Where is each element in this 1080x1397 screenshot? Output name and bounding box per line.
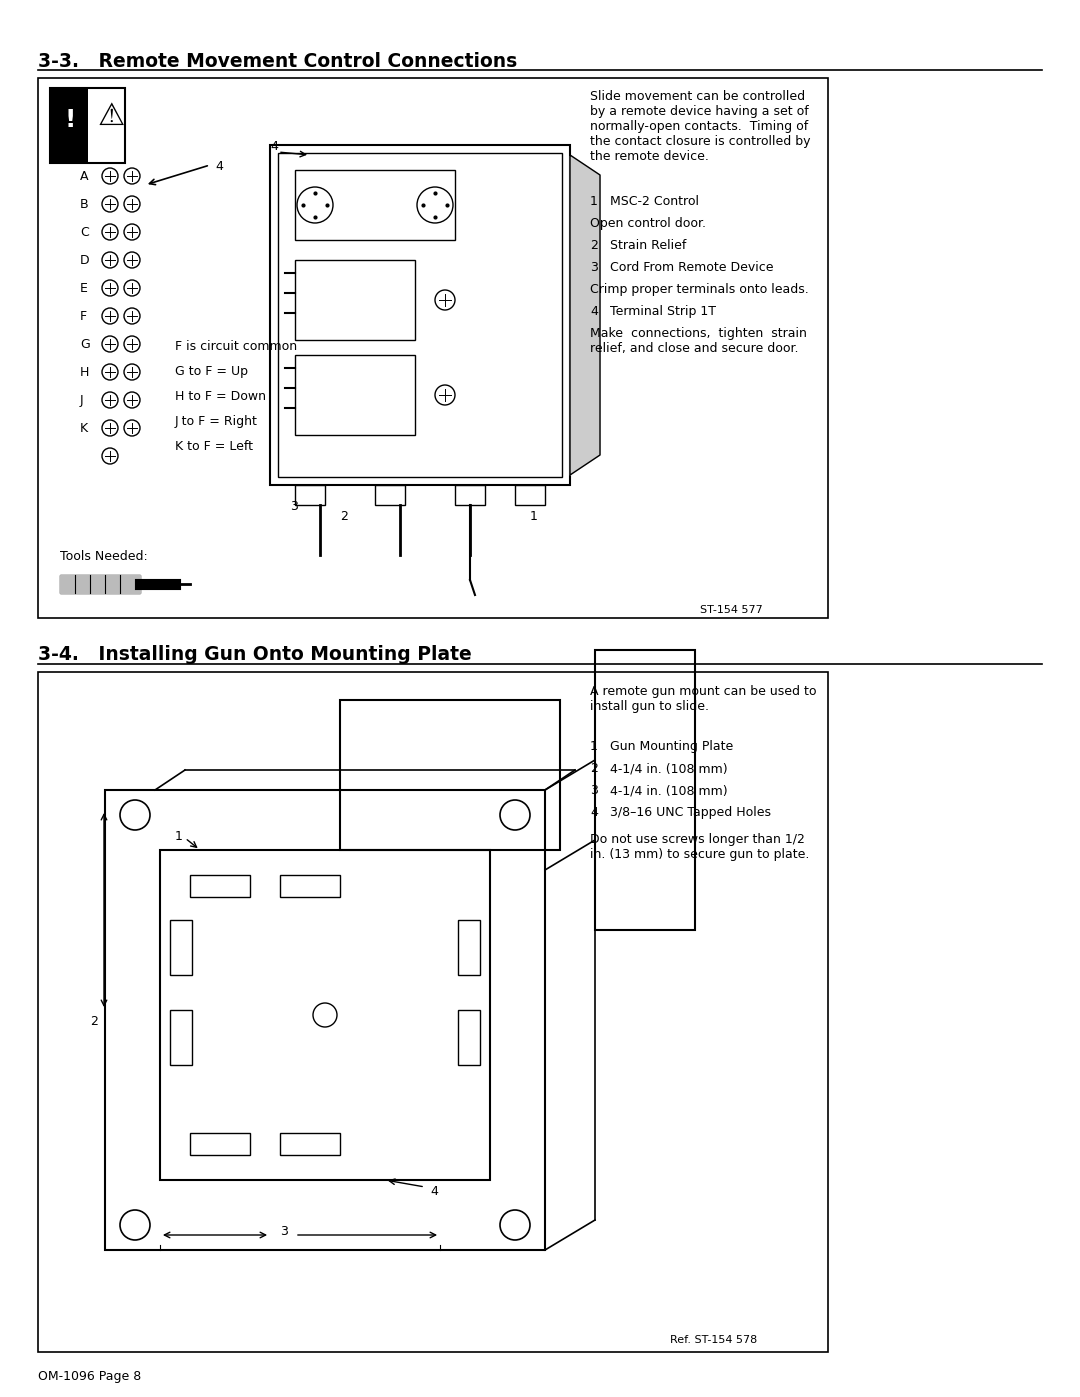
Text: 4: 4	[215, 161, 222, 173]
Bar	[280, 875, 340, 897]
Text: 3-4.   Installing Gun Onto Mounting Plate: 3-4. Installing Gun Onto Mounting Plate	[38, 645, 472, 664]
Text: K to F = Left: K to F = Left	[175, 440, 253, 453]
Text: Do not use screws longer than 1/2
in. (13 mm) to secure gun to plate.: Do not use screws longer than 1/2 in. (1…	[590, 833, 809, 861]
Bar	[60, 576, 140, 592]
Bar	[38, 78, 828, 617]
Text: 1: 1	[530, 510, 538, 522]
Text: 2: 2	[340, 510, 348, 522]
Text: B: B	[80, 198, 89, 211]
Text: C: C	[80, 226, 89, 239]
Bar	[458, 921, 480, 975]
Text: Slide movement can be controlled
by a remote device having a set of
normally-ope: Slide movement can be controlled by a re…	[590, 89, 810, 163]
Bar	[458, 1010, 480, 1065]
Text: 4: 4	[270, 140, 278, 154]
Text: D: D	[80, 254, 90, 267]
Text: Terminal Strip 1T: Terminal Strip 1T	[610, 305, 716, 319]
Text: Gun Mounting Plate: Gun Mounting Plate	[610, 740, 733, 753]
Text: 4-1/4 in. (108 mm): 4-1/4 in. (108 mm)	[610, 761, 728, 775]
Text: 3: 3	[280, 1225, 288, 1238]
Bar	[375, 485, 405, 504]
Text: G to F = Up: G to F = Up	[175, 365, 248, 379]
Bar	[295, 485, 325, 504]
Bar	[295, 170, 455, 240]
Text: 1: 1	[175, 830, 183, 842]
Text: K: K	[80, 422, 89, 434]
Bar	[170, 1010, 192, 1065]
Text: Strain Relief: Strain Relief	[610, 239, 687, 251]
Text: H to F = Down: H to F = Down	[175, 390, 266, 402]
Bar	[280, 1133, 340, 1155]
Bar	[50, 88, 125, 163]
Text: 1: 1	[590, 740, 598, 753]
Bar	[50, 88, 87, 163]
Text: ST-154 577: ST-154 577	[700, 605, 762, 615]
Bar	[455, 485, 485, 504]
Polygon shape	[60, 576, 140, 592]
Bar	[38, 672, 828, 1352]
Bar	[515, 485, 545, 504]
Bar	[190, 875, 249, 897]
Text: 2: 2	[90, 1016, 98, 1028]
Text: 4: 4	[590, 806, 598, 819]
Text: Ref. ST-154 578: Ref. ST-154 578	[670, 1336, 757, 1345]
Text: 2: 2	[590, 761, 598, 775]
Text: A: A	[80, 170, 89, 183]
Text: E: E	[80, 282, 87, 295]
Bar	[170, 921, 192, 975]
Text: Cord From Remote Device: Cord From Remote Device	[610, 261, 773, 274]
Text: OM-1096 Page 8: OM-1096 Page 8	[38, 1370, 141, 1383]
Text: F: F	[80, 310, 87, 323]
Text: Open control door.: Open control door.	[590, 217, 706, 231]
Text: MSC-2 Control: MSC-2 Control	[610, 196, 699, 208]
Text: !: !	[64, 108, 76, 131]
Text: 3: 3	[291, 500, 298, 513]
Text: 4: 4	[430, 1185, 437, 1199]
Text: Tools Needed:: Tools Needed:	[60, 550, 148, 563]
Bar	[295, 355, 415, 434]
Text: G: G	[80, 338, 90, 351]
Bar	[595, 650, 696, 930]
Text: 2: 2	[590, 239, 598, 251]
Text: A remote gun mount can be used to
install gun to slide.: A remote gun mount can be used to instal…	[590, 685, 816, 712]
Text: 1: 1	[590, 196, 598, 208]
Bar	[278, 154, 562, 476]
Polygon shape	[50, 92, 87, 161]
Bar	[295, 260, 415, 339]
Text: 3: 3	[590, 784, 598, 798]
Text: ⚠: ⚠	[98, 102, 125, 131]
Text: 3/8–16 UNC Tapped Holes: 3/8–16 UNC Tapped Holes	[610, 806, 771, 819]
Bar	[160, 849, 490, 1180]
Text: Crimp proper terminals onto leads.: Crimp proper terminals onto leads.	[590, 284, 809, 296]
Text: Make  connections,  tighten  strain
relief, and close and secure door.: Make connections, tighten strain relief,…	[590, 327, 807, 355]
Text: H: H	[80, 366, 90, 379]
Bar	[190, 1133, 249, 1155]
Text: 3: 3	[590, 261, 598, 274]
Text: 4-1/4 in. (108 mm): 4-1/4 in. (108 mm)	[610, 784, 728, 798]
Bar	[270, 145, 570, 485]
Text: 4: 4	[590, 305, 598, 319]
Bar	[340, 700, 561, 849]
Text: J: J	[80, 394, 83, 407]
Text: F is circuit common: F is circuit common	[175, 339, 297, 353]
Polygon shape	[570, 155, 600, 475]
Text: J to F = Right: J to F = Right	[175, 415, 258, 427]
Bar	[105, 789, 545, 1250]
Text: 3-3.   Remote Movement Control Connections: 3-3. Remote Movement Control Connections	[38, 52, 517, 71]
